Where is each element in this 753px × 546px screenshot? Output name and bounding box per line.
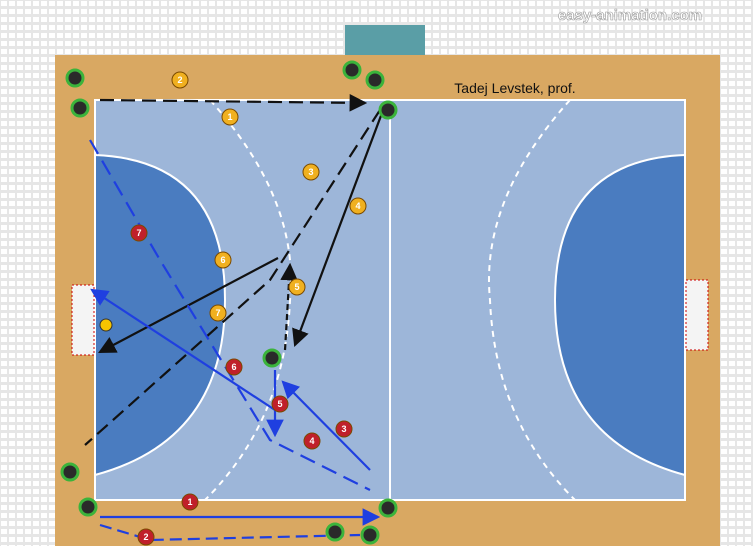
author: Tadej Levstek, prof.	[454, 80, 575, 96]
player-number: 7	[136, 228, 141, 238]
player	[221, 108, 239, 126]
player-number: 6	[220, 255, 225, 265]
free-throw-line-right	[488, 99, 576, 501]
player	[209, 304, 227, 322]
player-number: 5	[277, 399, 282, 409]
goal-right	[685, 279, 709, 351]
player	[303, 432, 321, 450]
player-number: 4	[309, 436, 314, 446]
player	[214, 251, 232, 269]
attackers-icons	[60, 60, 398, 545]
player-number: 4	[355, 201, 360, 211]
watermark: easy-animation.com	[558, 7, 702, 24]
player	[225, 358, 243, 376]
player	[130, 224, 148, 242]
player	[171, 71, 189, 89]
goal-area-right	[553, 153, 686, 477]
player-number: 6	[231, 362, 236, 372]
arrows	[84, 94, 387, 542]
player-number: 2	[177, 75, 182, 85]
player	[181, 493, 199, 511]
player	[302, 163, 320, 181]
player-number: 5	[294, 282, 299, 292]
goal-area-left	[94, 153, 227, 477]
player-number: 1	[227, 112, 232, 122]
free-throw-line-left	[204, 99, 292, 501]
player-number: 1	[187, 497, 192, 507]
player	[335, 420, 353, 438]
goal-left	[71, 284, 95, 356]
player	[349, 197, 367, 215]
player	[288, 278, 306, 296]
player	[271, 395, 289, 413]
player-number: 3	[308, 167, 313, 177]
player-number: 3	[341, 424, 346, 434]
player-number: 7	[215, 308, 220, 318]
player-number: 2	[143, 532, 148, 542]
player	[137, 528, 155, 546]
goalkeeper	[99, 318, 113, 332]
